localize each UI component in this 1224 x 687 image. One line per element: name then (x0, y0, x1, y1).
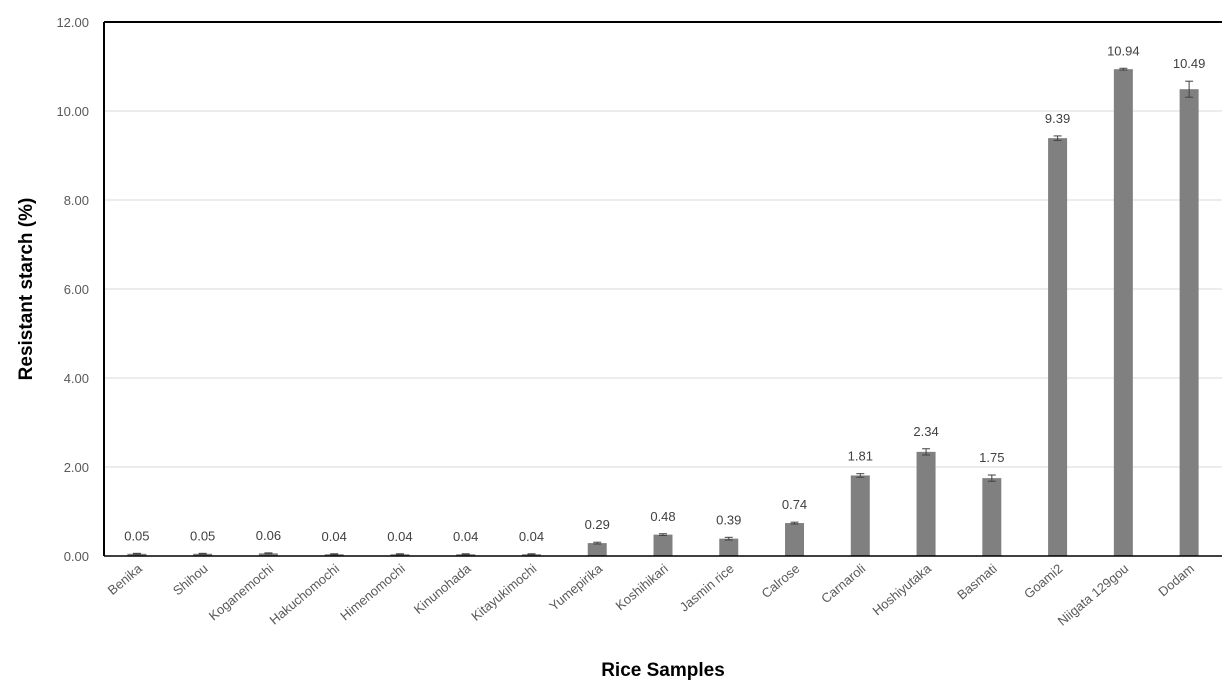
error-bar (856, 473, 865, 478)
data-label: 0.04 (519, 529, 544, 544)
x-tick-label: Calrose (758, 561, 802, 601)
bar (587, 543, 607, 556)
error-bars (132, 67, 1194, 556)
bars (127, 69, 1199, 557)
error-bar (527, 553, 536, 556)
data-label: 0.06 (256, 528, 281, 543)
y-tick-label: 2.00 (64, 460, 89, 475)
data-label: 0.04 (387, 529, 412, 544)
data-label: 0.48 (650, 509, 675, 524)
y-tick-label: 12.00 (56, 15, 89, 30)
bar (719, 538, 739, 556)
bar (1179, 89, 1199, 556)
x-tick-label: Goami2 (1021, 561, 1066, 602)
x-tick-label: Koshihikari (613, 561, 671, 613)
data-label: 0.04 (322, 529, 347, 544)
bar (193, 553, 213, 556)
x-tick-label: Yumepirika (546, 560, 605, 613)
data-label: 10.49 (1173, 56, 1206, 71)
y-tick-label: 6.00 (64, 282, 89, 297)
x-tick-label: Carnaroli (818, 561, 868, 606)
data-label: 9.39 (1045, 111, 1070, 126)
x-tick-label: Shihou (170, 561, 211, 599)
y-tick-labels: 0.00 2.00 4.00 6.00 8.00 10.00 12.00 (56, 15, 89, 564)
error-bar (593, 541, 602, 545)
data-label: 1.81 (848, 449, 873, 464)
axes (103, 21, 1222, 557)
y-tick-label: 4.00 (64, 371, 89, 386)
x-axis-title: Rice Samples (601, 660, 725, 681)
x-tick-label: Kinunohada (411, 560, 474, 617)
x-tick-label: Basmati (954, 561, 1000, 603)
data-label: 0.05 (190, 528, 215, 543)
data-label: 0.04 (453, 529, 478, 544)
error-bar (922, 448, 931, 456)
bar (1113, 69, 1133, 557)
data-label: 0.29 (585, 517, 610, 532)
error-bar (198, 552, 207, 555)
error-bar (987, 474, 996, 482)
x-tick-label: Benika (105, 560, 146, 598)
x-tick-label: Dodam (1155, 561, 1197, 599)
data-label: 10.94 (1107, 43, 1140, 58)
error-bar (1053, 135, 1062, 141)
error-bar (395, 553, 404, 556)
error-bar (1119, 67, 1128, 71)
error-bar (461, 553, 470, 556)
bar (785, 523, 805, 556)
x-tick-label: Niigata 129gou (1055, 561, 1132, 629)
x-tick-label: Hoshiyutaka (870, 560, 935, 618)
bar (258, 553, 278, 556)
error-bar (1185, 80, 1194, 98)
bar (127, 553, 147, 556)
x-tick-label: Koganemochi (206, 561, 277, 624)
x-tick-labels: Benika ShihouKoganemochiHakuchomochiHimen… (105, 560, 1197, 628)
bar (982, 478, 1002, 556)
error-bar (264, 552, 273, 555)
gridlines (104, 110, 1222, 468)
y-tick-label: 0.00 (64, 549, 89, 564)
data-label: 0.05 (124, 528, 149, 543)
y-tick-label: 8.00 (64, 193, 89, 208)
error-bar (330, 553, 339, 556)
bar (850, 475, 870, 556)
data-label: 1.75 (979, 450, 1004, 465)
x-tick-label: Hakuchomochi (267, 561, 343, 628)
error-bar (790, 521, 799, 525)
y-tick-label: 10.00 (56, 104, 89, 119)
bar (1048, 138, 1068, 556)
x-tick-label: Kitayukimochi (468, 561, 539, 624)
data-label: 0.74 (782, 497, 807, 512)
error-bar (659, 533, 667, 537)
y-axis-title: Resistant starch (%) (16, 198, 37, 381)
error-bar (724, 536, 733, 541)
data-labels: 0.05 0.05 0.06 0.04 0.04 0.04 0.04 0.29 0.48 0.39… (124, 43, 1205, 543)
x-tick-label: Himenomochi (337, 561, 408, 624)
x-tick-label: Jasmin rice (677, 561, 737, 615)
bar (653, 534, 673, 556)
bar (916, 451, 936, 556)
data-label: 0.39 (716, 512, 741, 527)
error-bar (132, 552, 141, 555)
data-label: 2.34 (913, 424, 938, 439)
